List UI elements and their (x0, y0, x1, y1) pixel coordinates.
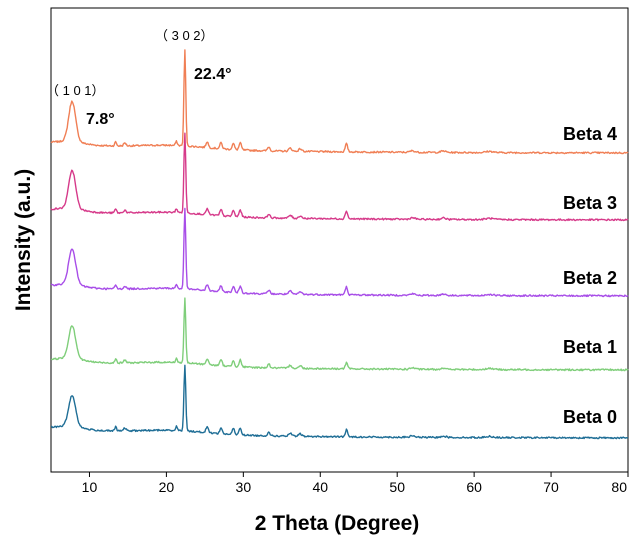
peak-101-label: 7.8° (86, 111, 115, 128)
x-tick-label: 70 (543, 479, 559, 495)
series-line-beta-0 (51, 364, 629, 440)
series-line-beta-1 (50, 297, 629, 372)
x-tick-label: 60 (466, 479, 482, 495)
peak-302-hkl: （ 3 0 2） (155, 28, 214, 43)
series-line-beta-4 (50, 49, 629, 155)
plot-frame (50, 7, 629, 473)
peak-101-hkl: （ 1 0 1） (46, 83, 105, 98)
peak-302-label: 22.4° (194, 66, 232, 83)
x-axis-title: 2 Theta (Degree) (255, 512, 420, 535)
series-layer (50, 49, 629, 440)
x-tick-label: 10 (82, 479, 98, 495)
x-tick-label: 20 (159, 479, 175, 495)
x-tick-label: 50 (389, 479, 405, 495)
series-labels: Beta 4 Beta 3 Beta 2 Beta 1 Beta 0 (563, 124, 617, 427)
y-axis-title: Intensity (a.u.) (12, 169, 35, 311)
x-tick-label: 80 (611, 479, 627, 495)
series-label-beta-3: Beta 3 (563, 193, 617, 213)
series-label-beta-4: Beta 4 (563, 124, 617, 144)
x-tick-label: 40 (312, 479, 328, 495)
series-label-beta-0: Beta 0 (563, 407, 617, 427)
series-label-beta-1: Beta 1 (563, 337, 617, 357)
series-label-beta-2: Beta 2 (563, 268, 617, 288)
x-tick-label: 30 (236, 479, 252, 495)
series-line-beta-2 (50, 207, 629, 298)
series-line-beta-3 (50, 132, 629, 222)
x-axis-ticks: 10 20 30 40 50 60 70 80 (82, 472, 629, 495)
